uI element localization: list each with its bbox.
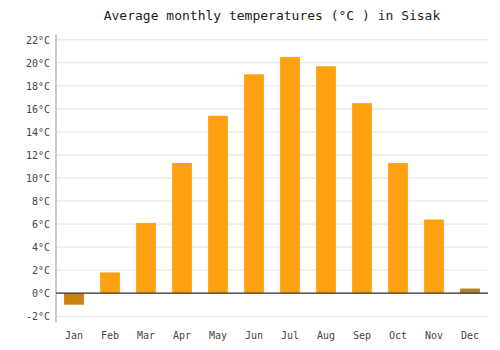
grid-line: [56, 62, 488, 63]
x-tick-label: Sep: [353, 330, 371, 341]
bar: [280, 57, 300, 293]
x-tick-label: Nov: [425, 330, 443, 341]
grid-line: [56, 247, 488, 248]
y-tick-label: 18°C: [26, 81, 50, 92]
grid-line: [56, 131, 488, 132]
grid-line: [56, 39, 488, 40]
grid-line: [56, 108, 488, 109]
y-tick-label: 12°C: [26, 150, 50, 161]
grid-line: [56, 154, 488, 155]
zero-line: [56, 293, 488, 294]
chart: Average monthly temperatures (°C ) in Si…: [0, 0, 500, 350]
bar: [172, 163, 192, 293]
bar: [100, 272, 120, 293]
x-tick-label: Jul: [281, 330, 299, 341]
y-tick-label: 22°C: [26, 35, 50, 46]
x-tick-label: Dec: [461, 330, 479, 341]
bar: [208, 116, 228, 293]
grid-line: [56, 270, 488, 271]
title: Average monthly temperatures (°C ) in Si…: [104, 8, 441, 23]
y-axis-line: [56, 34, 57, 322]
x-tick-label: Jun: [245, 330, 263, 341]
x-tick-label: Mar: [137, 330, 155, 341]
bar: [64, 293, 84, 305]
bar: [460, 289, 480, 294]
y-tick-label: 6°C: [32, 219, 50, 230]
grid: [56, 40, 488, 316]
x-tick-label: Jan: [65, 330, 83, 341]
x-tick-label: Apr: [173, 330, 191, 341]
grid-line: [56, 178, 488, 179]
bar: [388, 163, 408, 293]
x-tick-label: Feb: [101, 330, 119, 341]
y-tick-label: 8°C: [32, 196, 50, 207]
grid-line: [56, 201, 488, 202]
bar: [424, 219, 444, 293]
y-tick-label: 20°C: [26, 58, 50, 69]
y-tick-label: 10°C: [26, 173, 50, 184]
y-tick-label: 4°C: [32, 242, 50, 253]
grid-line: [56, 293, 488, 294]
x-tick-label: May: [209, 330, 227, 341]
grid-line: [56, 85, 488, 86]
bar: [352, 103, 372, 293]
grid-line: [56, 224, 488, 225]
bar: [136, 223, 156, 293]
bars: [64, 57, 480, 305]
y-tick-label: 2°C: [32, 265, 50, 276]
y-tick-label: -2°C: [26, 311, 50, 322]
x-tick-label: Oct: [389, 330, 407, 341]
y-tick-label: 16°C: [26, 104, 50, 115]
grid-line: [56, 316, 488, 317]
y-tick-label: 14°C: [26, 127, 50, 138]
bar: [244, 74, 264, 293]
x-tick-label: Aug: [317, 330, 335, 341]
bar: [316, 66, 336, 293]
y-tick-label: 0°C: [32, 288, 50, 299]
